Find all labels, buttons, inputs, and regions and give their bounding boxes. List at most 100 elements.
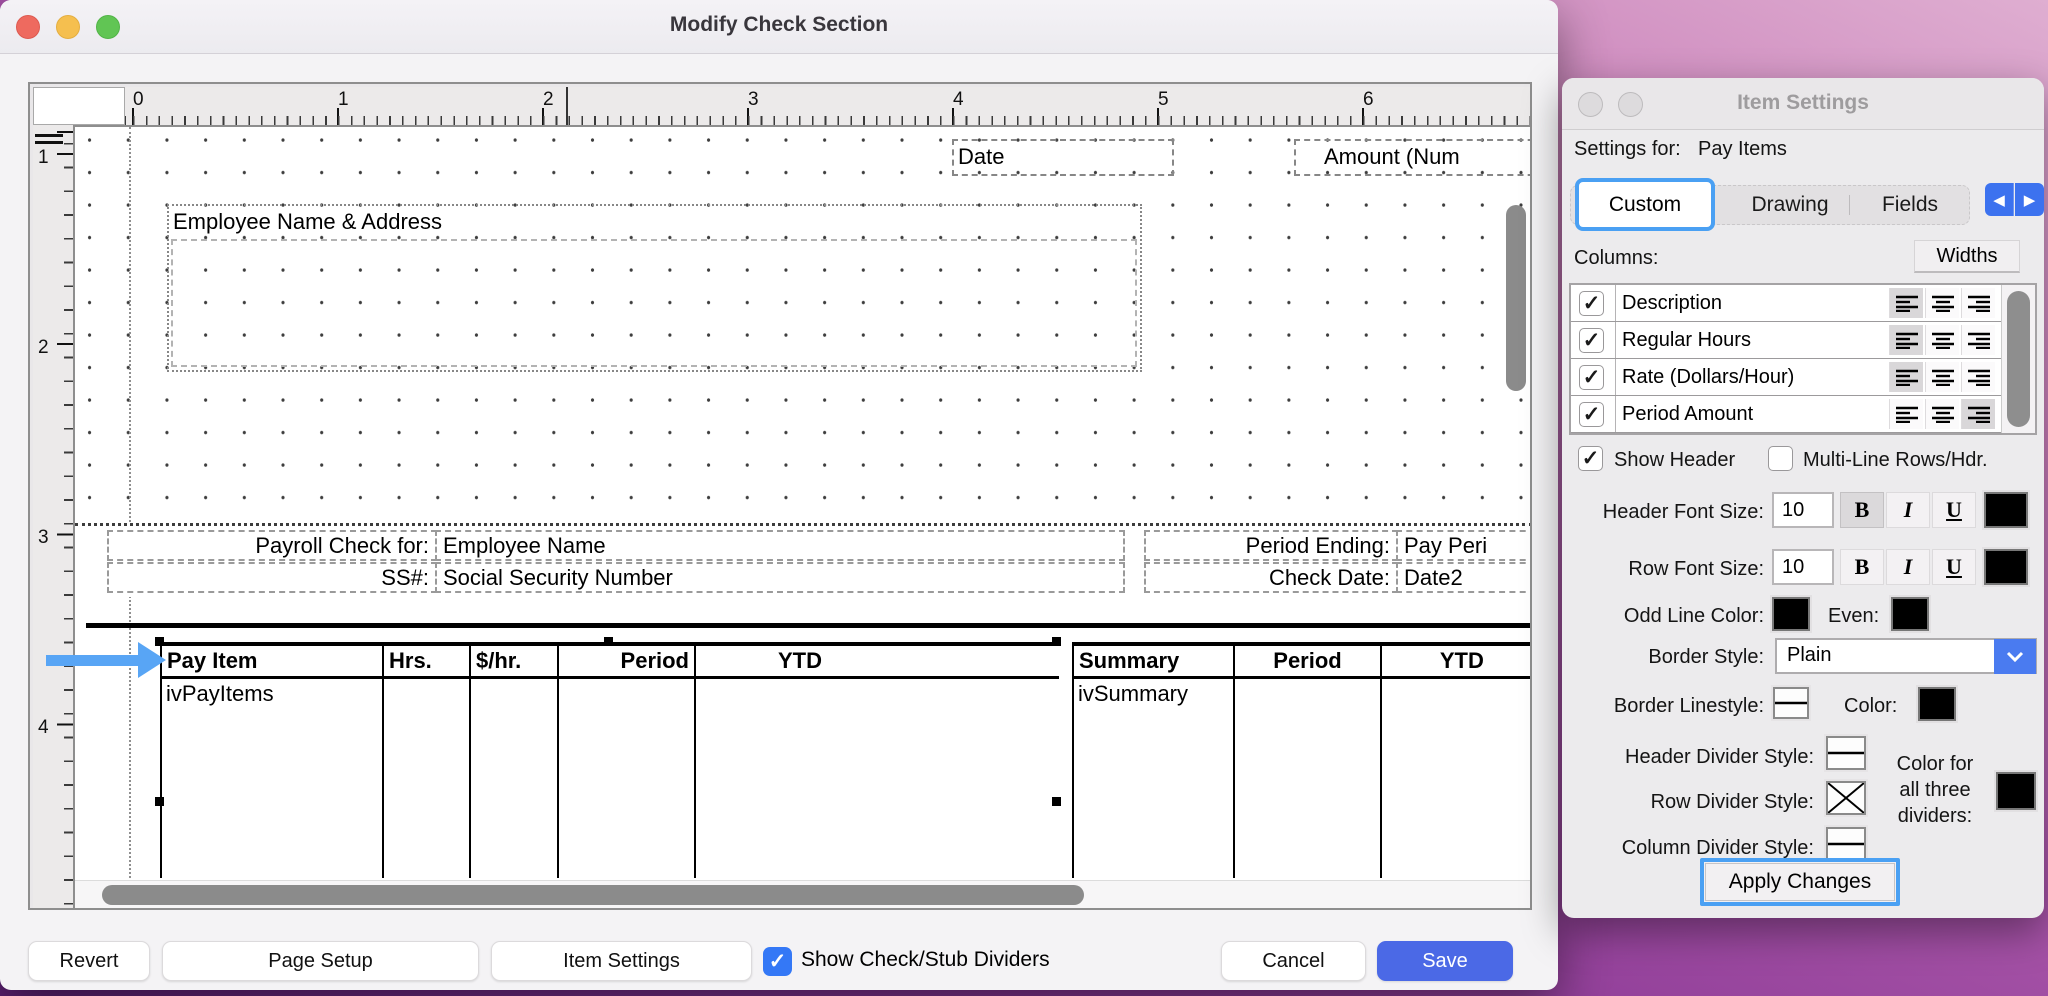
page-setup-button[interactable]: Page Setup	[162, 941, 479, 981]
chevron-down-icon[interactable]	[1994, 639, 2036, 674]
zoom-window-icon[interactable]	[96, 15, 120, 39]
align-left-icon[interactable]	[1889, 399, 1923, 429]
header-bold-button[interactable]: B	[1840, 492, 1884, 528]
selection-handle[interactable]	[1052, 637, 1061, 646]
column-row[interactable]: Regular Hours	[1571, 322, 2035, 359]
employee-address-field[interactable]: Employee Name & Address	[167, 204, 1142, 372]
amount-field[interactable]: Amount (Num	[1294, 139, 1530, 176]
header-underline-button[interactable]: U	[1932, 492, 1976, 528]
apply-changes-button[interactable]: Apply Changes	[1700, 858, 1900, 906]
column-row[interactable]: Rate (Dollars/Hour)	[1571, 359, 2035, 396]
vertical-ruler: 1 2 3 4	[33, 125, 73, 908]
header-italic-button[interactable]: I	[1886, 492, 1930, 528]
column-checkbox[interactable]	[1579, 327, 1604, 353]
align-left-icon[interactable]	[1889, 288, 1923, 318]
h-ruler-number: 6	[1363, 89, 1374, 110]
tab-forward-icon[interactable]: ▶	[2015, 183, 2044, 216]
check-design-canvas[interactable]: Date Amount (Num Employee Name & Address…	[73, 125, 1530, 908]
dividers-color-label: Color for	[1896, 753, 1974, 775]
pay-items-field: ivPayItems	[162, 679, 384, 878]
header-divider-style-widget[interactable]	[1826, 736, 1866, 770]
column-divider-style-widget[interactable]	[1826, 827, 1866, 861]
header-cell: YTD	[778, 648, 822, 673]
list-scroll-track[interactable]	[2001, 285, 2035, 433]
border-linestyle-widget[interactable]	[1773, 687, 1809, 719]
close-window-icon[interactable]	[16, 15, 40, 39]
cancel-button[interactable]: Cancel	[1221, 941, 1366, 981]
align-right-icon[interactable]	[1961, 399, 1995, 429]
h-ruler-number: 4	[953, 89, 964, 110]
align-center-icon[interactable]	[1925, 362, 1959, 392]
save-button[interactable]: Save	[1377, 941, 1513, 981]
h-ruler-number: 3	[748, 89, 759, 110]
header-font-color-swatch[interactable]	[1984, 492, 2028, 528]
dividers-color-swatch[interactable]	[1996, 772, 2036, 810]
align-center-icon[interactable]	[1925, 325, 1959, 355]
pay-period-field[interactable]: Pay Peri	[1396, 530, 1530, 561]
tab-back-icon[interactable]: ◀	[1985, 183, 2014, 216]
row-underline-button[interactable]: U	[1932, 549, 1976, 585]
v-ruler-number: 2	[38, 337, 49, 358]
show-header-checkbox[interactable]	[1578, 446, 1603, 471]
align-left-icon[interactable]	[1889, 362, 1923, 392]
border-style-value: Plain	[1787, 644, 1832, 666]
selection-handle[interactable]	[604, 637, 613, 646]
item-settings-button[interactable]: Item Settings	[491, 941, 752, 981]
align-left-icon[interactable]	[1889, 325, 1923, 355]
show-dividers-checkbox[interactable]: ✓	[763, 947, 792, 976]
date2-field[interactable]: Date2	[1396, 562, 1530, 593]
revert-button[interactable]: Revert	[28, 941, 150, 981]
list-scrollbar[interactable]	[2007, 291, 2030, 427]
multi-line-checkbox[interactable]	[1768, 446, 1793, 471]
selection-handle[interactable]	[1052, 797, 1061, 806]
check-date-label[interactable]: Check Date:	[1144, 562, 1398, 593]
align-center-icon[interactable]	[1925, 399, 1959, 429]
tab-custom[interactable]: Custom	[1575, 178, 1715, 231]
inactive-close-icon[interactable]	[1578, 92, 1603, 117]
align-right-icon[interactable]	[1961, 362, 1995, 392]
tab-fields[interactable]: Fields	[1881, 193, 1939, 216]
row-font-size-input[interactable]: 10	[1772, 549, 1834, 585]
date-field[interactable]: Date	[952, 139, 1174, 176]
header-font-size-input[interactable]: 10	[1772, 492, 1834, 528]
ssn-field[interactable]: Social Security Number	[435, 562, 1125, 593]
page-margin-guide	[129, 127, 131, 878]
widths-header[interactable]: Widths	[1914, 240, 2020, 273]
period-ending-label[interactable]: Period Ending:	[1144, 530, 1398, 561]
row-font-color-swatch[interactable]	[1984, 549, 2028, 585]
selection-handle[interactable]	[155, 637, 164, 646]
column-checkbox[interactable]	[1579, 401, 1604, 427]
title-bar: Modify Check Section	[0, 0, 1558, 54]
inactive-minimize-icon[interactable]	[1618, 92, 1643, 117]
odd-line-color-swatch[interactable]	[1772, 597, 1810, 631]
column-checkbox[interactable]	[1579, 364, 1604, 390]
align-right-icon[interactable]	[1961, 325, 1995, 355]
border-style-label: Border Style:	[1648, 646, 1764, 668]
canvas-vertical-scrollbar[interactable]	[1506, 205, 1526, 391]
column-row[interactable]: Period Amount	[1571, 396, 2035, 433]
tab-drawing[interactable]: Drawing	[1751, 193, 1829, 216]
align-center-icon[interactable]	[1925, 288, 1959, 318]
payroll-check-for-label[interactable]: Payroll Check for:	[107, 530, 437, 561]
minimize-window-icon[interactable]	[56, 15, 80, 39]
row-divider-style-widget[interactable]	[1826, 781, 1866, 815]
summary-table[interactable]: Summary Period YTD ivSummary	[1072, 642, 1530, 878]
employee-name-field[interactable]: Employee Name	[435, 530, 1125, 561]
column-checkbox[interactable]	[1579, 290, 1604, 316]
border-style-dropdown[interactable]: Plain	[1775, 638, 2037, 674]
columns-list: Description Regular Hours	[1569, 283, 2037, 435]
even-line-color-swatch[interactable]	[1891, 597, 1929, 631]
ssn-label[interactable]: SS#:	[107, 562, 437, 593]
row-bold-button[interactable]: B	[1840, 549, 1884, 585]
pay-items-table[interactable]: Pay Item Hrs. $/hr. Period YTD ivPayItem…	[160, 642, 1059, 878]
align-right-icon[interactable]	[1961, 288, 1995, 318]
layout-editor-frame: 0 1 2 3 4 5 6 1 2 3 4 Date Amount (Num	[28, 82, 1532, 910]
h-ruler-number: 2	[543, 89, 554, 110]
canvas-horizontal-scrollbar[interactable]	[102, 885, 1084, 905]
canvas-horizontal-scroll-track[interactable]	[75, 880, 1530, 908]
column-divider-style-label: Column Divider Style:	[1621, 837, 1814, 859]
column-row[interactable]: Description	[1571, 285, 2035, 322]
border-color-swatch[interactable]	[1918, 687, 1956, 721]
selection-handle[interactable]	[155, 797, 164, 806]
row-italic-button[interactable]: I	[1886, 549, 1930, 585]
